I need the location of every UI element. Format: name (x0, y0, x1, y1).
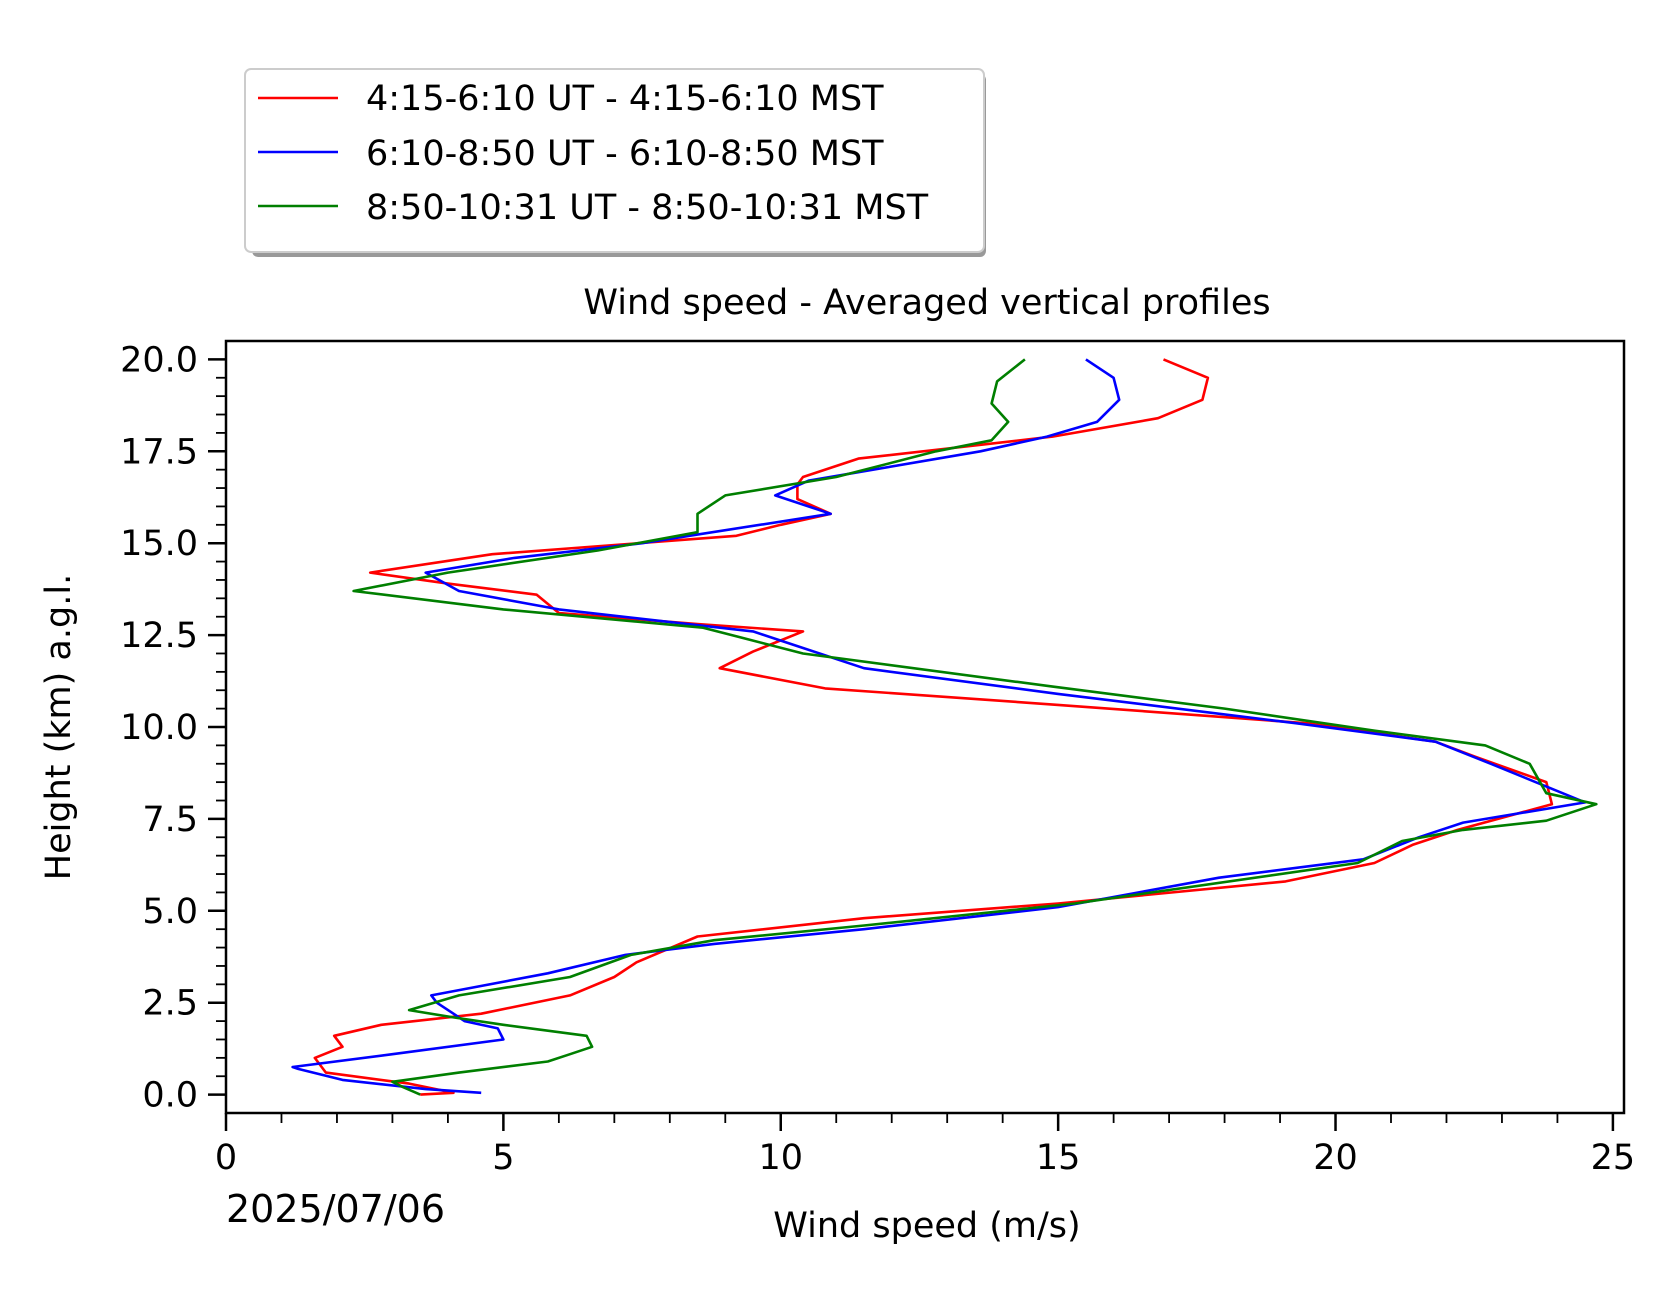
plot-lines (291, 358, 1598, 1096)
y-tick-label: 12.5 (120, 616, 198, 656)
y-tick-label: 15.0 (120, 524, 198, 564)
legend-label-series-1: 4:15-6:10 UT - 4:15-6:10 MST (366, 79, 884, 119)
x-tick-label: 20 (1313, 1138, 1358, 1178)
y-tick-label: 20.0 (120, 340, 198, 380)
legend-frame (244, 68, 985, 253)
x-tick-label: 10 (758, 1138, 803, 1178)
y-axis: 0.0 2.5 5.0 7.5 10.0 12.5 15.0 17.5 20.0 (120, 340, 226, 1116)
legend: 4:15-6:10 UT - 4:15-6:10 MST 6:10-8:50 U… (244, 68, 986, 257)
legend-label-series-2: 6:10-8:50 UT - 6:10-8:50 MST (366, 134, 884, 174)
y-axis-label: Height (km) a.g.l. (39, 574, 79, 880)
y-tick-label: 10.0 (120, 708, 198, 748)
x-tick-label: 5 (492, 1138, 514, 1178)
y-tick-label: 5.0 (142, 892, 198, 932)
series-line-3 (352, 358, 1598, 1096)
x-tick-label: 25 (1591, 1138, 1636, 1178)
x-tick-label: 15 (1036, 1138, 1081, 1178)
y-tick-label: 17.5 (120, 432, 198, 472)
date-label: 2025/07/06 (226, 1187, 445, 1231)
plot-frame (224, 339, 1626, 1115)
series-line-2 (291, 358, 1587, 1095)
x-tick-label: 0 (215, 1138, 237, 1178)
y-tick-label: 0.0 (142, 1076, 198, 1116)
x-axis: 0 5 10 15 20 25 (215, 1113, 1635, 1178)
legend-label-series-3: 8:50-10:31 UT - 8:50-10:31 MST (366, 188, 929, 228)
series-line-1 (313, 358, 1554, 1096)
chart-title: Wind speed - Averaged vertical profiles (583, 283, 1270, 323)
y-tick-label: 7.5 (142, 800, 198, 840)
y-tick-label: 2.5 (142, 984, 198, 1024)
x-axis-label: Wind speed (m/s) (773, 1206, 1080, 1246)
